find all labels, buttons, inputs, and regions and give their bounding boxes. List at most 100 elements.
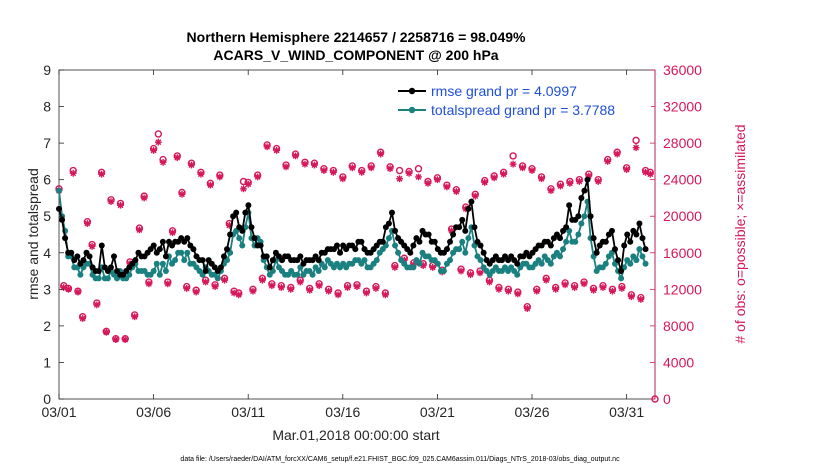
obs-assimilated-marker	[594, 178, 602, 185]
right-axis-ticks: 0 4000 8000 12000 16000 20000 24000 28000 32000 3…	[650, 62, 702, 407]
rmse-point	[162, 253, 169, 260]
obs-assimilated-stroke	[595, 178, 602, 185]
totalspread-point	[373, 257, 380, 264]
obs-assimilated-marker	[523, 305, 531, 312]
totalspread-point	[618, 275, 625, 282]
chart-title-line2: ACARS_V_WIND_COMPONENT @ 200 hPa	[213, 47, 498, 63]
obs-assimilated-stroke	[141, 195, 148, 201]
obs-assimilated-stroke	[174, 154, 181, 161]
rmse-point	[443, 246, 450, 253]
rmse-point	[590, 235, 597, 242]
obs-assimilated-stroke	[131, 313, 138, 320]
rmse-point	[217, 264, 224, 271]
obs-assimilated-stroke	[330, 169, 337, 176]
rmse-point	[242, 209, 249, 216]
obs-assimilated-marker	[424, 179, 432, 187]
obs-assimilated-marker	[69, 169, 77, 177]
obs-assimilated-marker	[197, 170, 205, 178]
obs-assimilated-stroke	[562, 281, 569, 288]
obs-assimilated-stroke	[543, 277, 550, 284]
left-tick-label: 9	[43, 62, 51, 78]
rmse-point	[220, 253, 227, 260]
obs-assimilated-stroke	[155, 139, 162, 146]
obs-assimilated-marker	[211, 283, 219, 290]
rmse-point	[547, 242, 554, 249]
obs-assimilated-stroke	[240, 185, 247, 192]
obs-assimilated-stroke	[278, 284, 285, 291]
rmse-point	[68, 249, 75, 256]
obs-assimilated-marker	[429, 264, 437, 271]
rmse-point	[611, 246, 618, 253]
obs-assimilated-stroke	[396, 175, 403, 182]
obs-assimilated-stroke	[320, 167, 327, 174]
rmse-point	[352, 246, 359, 253]
rmse-point	[618, 268, 625, 275]
x-tick-label: 03/01	[41, 404, 76, 420]
obs-assimilated-marker	[500, 170, 508, 178]
totalspread-point	[560, 246, 567, 253]
obs-assimilated-stroke	[193, 289, 200, 296]
totalspread-point	[236, 235, 243, 242]
obs-assimilated-stroke	[481, 179, 488, 186]
obs-assimilated-marker	[140, 194, 148, 202]
totalspread-point	[392, 242, 399, 249]
obs-assimilated-marker	[533, 287, 541, 295]
obs-assimilated-marker	[131, 313, 139, 321]
obs-assimilated-stroke	[249, 288, 256, 295]
obs-assimilated-marker	[377, 150, 385, 158]
obs-assimilated-stroke	[420, 262, 427, 269]
rmse-point	[578, 194, 585, 201]
rmse-point	[159, 238, 166, 245]
obs-assimilated-stroke	[84, 220, 91, 227]
obs-assimilated-marker	[353, 283, 361, 290]
obs-possible-marker	[154, 130, 163, 138]
obs-assimilated-stroke	[302, 161, 308, 168]
rmse-point	[248, 224, 255, 231]
obs-assimilated-stroke	[547, 187, 554, 194]
rmse-point	[639, 235, 646, 242]
rmse-point	[471, 224, 478, 231]
obs-assimilated-marker	[514, 290, 522, 298]
obs-assimilated-marker	[599, 284, 607, 291]
obs-assimilated-stroke	[254, 173, 261, 180]
obs-possible-marker	[632, 136, 640, 145]
rmse-point	[59, 216, 66, 223]
totalspread-point	[77, 271, 84, 278]
x-tick-label: 03/06	[136, 404, 171, 420]
rmse-point	[80, 257, 87, 264]
rmse-point	[263, 253, 270, 260]
rmse-point	[224, 246, 231, 253]
totalspread-point	[294, 271, 301, 278]
obs-assimilated-marker	[79, 315, 87, 322]
obs-assimilated-stroke	[382, 291, 389, 298]
obs-assimilated-marker	[136, 226, 143, 234]
obs-assimilated-marker	[405, 169, 413, 177]
obs-assimilated-stroke	[188, 162, 195, 168]
rmse-point	[636, 220, 643, 227]
obs-assimilated-marker	[580, 280, 588, 288]
totalspread-point	[462, 249, 469, 256]
totalspread-point	[104, 275, 111, 282]
obs-assimilated-marker	[74, 288, 82, 296]
rmse-point	[202, 268, 209, 275]
rmse-point	[333, 242, 340, 249]
rmse-point	[480, 249, 487, 256]
obs-assimilated-stroke	[571, 284, 578, 291]
obs-assimilated-marker	[575, 178, 583, 185]
obs-assimilated-marker	[542, 276, 550, 284]
left-axis-ticks: 0 1 2 3 4 5 6 7 8 9	[43, 62, 64, 407]
rmse-point	[62, 235, 69, 242]
rmse-point	[593, 249, 600, 256]
obs-assimilated-stroke	[354, 283, 360, 290]
obs-assimilated-stroke	[472, 193, 479, 200]
obs-assimilated-marker	[637, 295, 645, 303]
totalspread-point	[477, 257, 484, 264]
totalspread-point	[602, 260, 609, 267]
totalspread-point	[575, 231, 582, 238]
obs-layer	[55, 130, 659, 403]
obs-assimilated-marker	[235, 291, 243, 299]
rmse-point	[269, 257, 276, 264]
obs-assimilated-stroke	[325, 288, 332, 295]
obs-assimilated-marker	[457, 267, 465, 275]
obs-assimilated-stroke	[235, 291, 242, 298]
